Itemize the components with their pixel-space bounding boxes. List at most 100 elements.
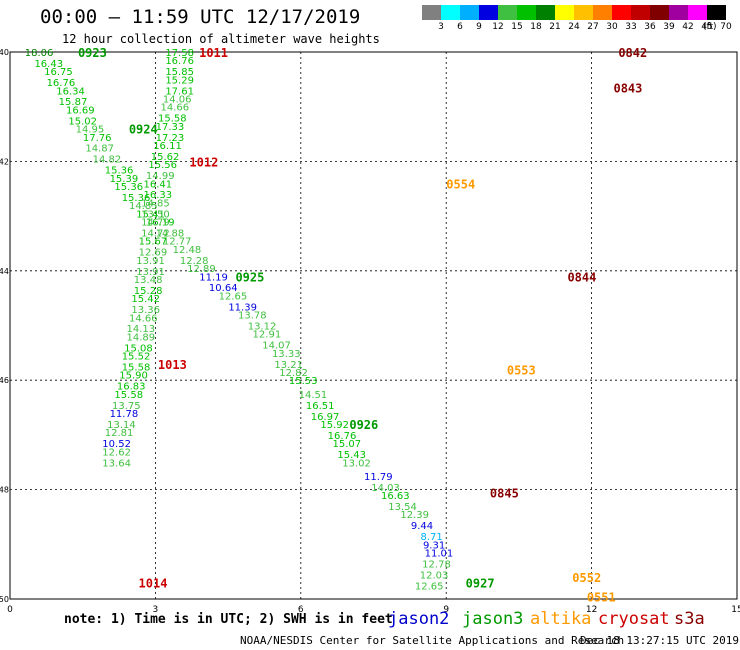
- swh-value: 11.78: [110, 409, 139, 420]
- pass-time-label: 1012: [189, 155, 218, 169]
- swh-value: 17.33: [156, 122, 185, 133]
- colorbar-swatch: [669, 5, 688, 20]
- colorbar-label: 70: [720, 22, 732, 32]
- swh-value: 16.33: [144, 190, 173, 201]
- y-tick-label: -44: [0, 267, 9, 276]
- swh-value: 13.02: [342, 458, 371, 469]
- x-tick-label: 0: [7, 605, 13, 615]
- swh-value: 15.36: [105, 166, 134, 177]
- y-tick-label: -42: [0, 157, 9, 166]
- swh-value: 16.19: [146, 218, 175, 229]
- swh-value: 16.76: [47, 78, 76, 89]
- x-tick-label: 12: [586, 605, 597, 615]
- swh-value: 12.48: [173, 245, 202, 256]
- colorbar-swatch: [650, 5, 669, 20]
- swh-value: 11.39: [228, 302, 257, 313]
- swh-value: 14.66: [160, 103, 189, 114]
- colorbar-swatch: [688, 5, 707, 20]
- swh-value: 14.06: [163, 94, 192, 105]
- swh-value: 15.28: [134, 286, 163, 297]
- swh-value: 16.51: [306, 401, 335, 412]
- swh-value: 13.48: [134, 275, 163, 286]
- colorbar-label: 27: [587, 22, 599, 32]
- colorbar-label: 12: [492, 22, 504, 32]
- pass-time-label: 1014: [139, 577, 168, 591]
- swh-value: 13.33: [272, 349, 301, 360]
- swh-value: 15.92: [320, 420, 349, 431]
- swh-value: 13.21: [274, 360, 303, 371]
- swh-value: 9.44: [411, 521, 433, 532]
- colorbar-swatch: [479, 5, 498, 20]
- swh-value: 15.58: [114, 390, 143, 401]
- colorbar-swatch: [498, 5, 517, 20]
- swh-value: 15.36: [114, 182, 143, 193]
- pass-time-label: 0553: [507, 363, 536, 377]
- swh-value: 12.89: [187, 264, 216, 275]
- y-tick-label: -50: [0, 595, 9, 604]
- swh-value: 16.11: [153, 141, 182, 152]
- legend-s3a: s3a: [674, 609, 705, 629]
- swh-value: 14.88: [156, 229, 185, 240]
- swh-value: 12.78: [422, 559, 451, 570]
- swh-value: 14.82: [93, 155, 122, 166]
- swh-value: 15.67: [139, 237, 168, 248]
- credit-line: NOAA/NESDIS Center for Satellite Applica…: [240, 634, 625, 647]
- colorbar-swatch: [441, 5, 460, 20]
- swh-value: 14.13: [127, 324, 156, 335]
- swh-value: 15.07: [333, 439, 362, 450]
- axis-ticks: 0 3 6 9 12 15 -40 -42 -44 -46 -48 -50: [0, 48, 740, 615]
- pass-time-label: 0845: [490, 486, 519, 500]
- swh-value: 13.64: [102, 458, 131, 469]
- swh-value: 8.71: [421, 532, 443, 543]
- pass-time-label: 1011: [199, 46, 228, 60]
- pass-time-label: 0924: [129, 123, 158, 137]
- y-tick-label: -40: [0, 48, 9, 57]
- colorbar-unit: (ft): [703, 22, 717, 32]
- swh-value: 16.97: [311, 412, 340, 423]
- swh-value: 15.62: [151, 152, 180, 163]
- pass-time-label: 0923: [78, 46, 107, 60]
- swh-value: 13.50: [141, 209, 170, 220]
- swh-value: 15.39: [110, 174, 139, 185]
- swh-value: 13.78: [238, 311, 267, 322]
- swh-value: 12.28: [180, 256, 209, 267]
- colorbar-swatch: [612, 5, 631, 20]
- swh-value: 15.52: [122, 352, 151, 363]
- swh-value: 16.41: [144, 179, 173, 190]
- legend-jason2: jason2: [388, 609, 450, 629]
- colorbar-label: 42: [682, 22, 694, 32]
- plot-frame: [9, 51, 738, 600]
- swh-value: 13.36: [131, 305, 160, 316]
- swh-value: 12.65: [219, 291, 248, 302]
- swh-value: 12.03: [420, 570, 449, 581]
- swh-value: 16.63: [381, 491, 410, 502]
- swh-value: 17.23: [156, 133, 185, 144]
- swh-value: 16.75: [44, 67, 73, 78]
- swh-value: 14.79: [141, 218, 170, 229]
- pass-time-label: 0844: [567, 270, 596, 284]
- swh-value: 15.29: [165, 75, 194, 86]
- colorbar-label: 39: [663, 22, 675, 32]
- footer-note: note: 1) Time is in UTC; 2) SWH is in fe…: [64, 612, 393, 627]
- swh-value: 15.85: [165, 67, 194, 78]
- swh-value: 12.39: [400, 510, 429, 521]
- swh-value: 14.89: [127, 332, 156, 343]
- swh-value: 14.95: [76, 125, 105, 136]
- page-title: 00:00 – 11:59 UTC 12/17/2019: [40, 6, 361, 28]
- swh-value: 14.51: [299, 390, 328, 401]
- swh-value: 16.34: [56, 86, 85, 97]
- swh-value: 14.72: [141, 229, 170, 240]
- swh-value: 15.58: [158, 114, 187, 125]
- swh-value: 15.02: [68, 116, 97, 127]
- pass-time-label: 0842: [618, 46, 647, 60]
- legend-altika: altika: [530, 609, 592, 629]
- pass-time-label: 0925: [235, 270, 264, 284]
- pass-time-label: 1013: [158, 358, 187, 372]
- colorbar-label: 36: [644, 22, 656, 32]
- swh-value: 14.85: [129, 201, 158, 212]
- swh-value: 15.53: [289, 376, 318, 387]
- x-tick-label: 6: [298, 605, 304, 615]
- swh-value: 15.87: [59, 97, 88, 108]
- swh-value: 15.36: [122, 193, 151, 204]
